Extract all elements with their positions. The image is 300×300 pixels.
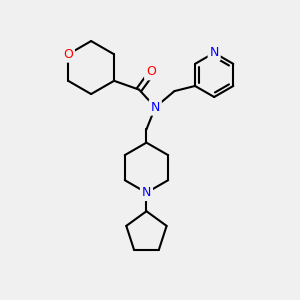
Text: O: O (146, 65, 156, 79)
Text: N: N (142, 186, 151, 199)
Text: O: O (63, 48, 73, 61)
Text: N: N (209, 46, 219, 59)
Text: N: N (151, 101, 160, 114)
